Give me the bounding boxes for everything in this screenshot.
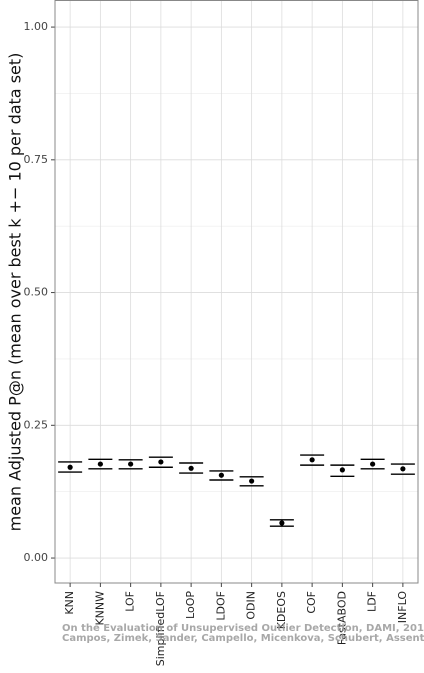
x-tick-label: INFLO bbox=[396, 591, 409, 624]
y-tick-label: 0.00 bbox=[24, 551, 49, 564]
y-tick-label: 0.50 bbox=[24, 286, 49, 299]
y-tick-label: 0.25 bbox=[24, 418, 49, 431]
x-tick-label: LDOF bbox=[214, 591, 227, 621]
mean-point bbox=[370, 461, 376, 467]
mean-point bbox=[249, 478, 255, 484]
mean-point bbox=[67, 464, 73, 470]
plot-border bbox=[54, 0, 419, 584]
x-tick-label: KNNW bbox=[93, 591, 106, 626]
watermark: Campos, Zimek, Sander, Campello, Micenko… bbox=[62, 633, 424, 644]
mean-point bbox=[97, 461, 103, 467]
mean-point bbox=[128, 461, 134, 467]
y-tick-label: 0.75 bbox=[24, 153, 49, 166]
x-tick-label: LOF bbox=[124, 591, 137, 612]
mean-point bbox=[158, 459, 164, 465]
mean-point bbox=[188, 465, 194, 471]
x-tick-label: SimplifiedLOF bbox=[154, 591, 167, 666]
mean-point bbox=[339, 467, 345, 473]
watermark: On the Evaluation of Unsupervised Outlie… bbox=[62, 623, 424, 634]
mean-point bbox=[218, 472, 224, 478]
mean-point bbox=[309, 457, 315, 463]
x-tick-label: LDF bbox=[366, 591, 379, 612]
mean-point bbox=[279, 520, 285, 526]
x-tick-label: KDEOS bbox=[275, 591, 288, 629]
x-tick-label: FastABOD bbox=[335, 591, 348, 645]
x-tick-label: COF bbox=[305, 591, 318, 614]
x-tick-label: KNN bbox=[63, 591, 76, 615]
x-tick-label: ODIN bbox=[245, 591, 258, 620]
x-tick-label: LoOP bbox=[184, 591, 197, 619]
y-tick-label: 1.00 bbox=[24, 20, 49, 33]
mean-point bbox=[400, 466, 406, 472]
y-axis-label: mean Adjusted P@n (mean over best k +− 1… bbox=[6, 53, 25, 532]
